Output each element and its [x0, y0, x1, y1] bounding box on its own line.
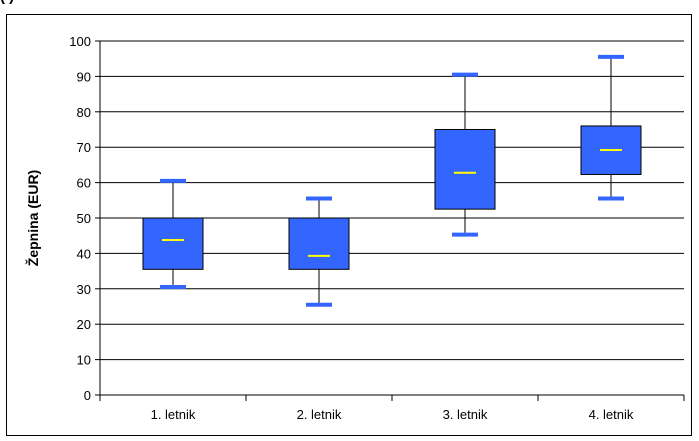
- y-tick-label: 80: [77, 105, 91, 120]
- iqr-box: [434, 129, 496, 210]
- axes: 0 10 20 30 40 50 60 70 80 90 100 1. letnik 2. letnik…: [69, 34, 685, 422]
- boxes: [142, 54, 642, 307]
- y-tick-label: 100: [69, 34, 91, 49]
- box-plot-4: [580, 54, 642, 201]
- y-tick-label: 30: [77, 282, 91, 297]
- y-tick-label: 10: [77, 353, 91, 368]
- y-tick-label: 60: [77, 176, 91, 191]
- box-plot-2: [288, 196, 350, 307]
- y-tick-label: 40: [77, 246, 91, 261]
- gridlines: [100, 40, 684, 361]
- box-plot-1: [142, 178, 204, 290]
- cropped-title-fragment: ( ): [0, 0, 14, 8]
- iqr-box: [142, 217, 204, 270]
- x-tick-label: 2. letnik: [297, 407, 342, 422]
- y-tick-label: 20: [77, 317, 91, 332]
- y-axis-title: Žepnina (EUR): [24, 170, 41, 266]
- y-tick-label: 50: [77, 211, 91, 226]
- y-tick-label: 0: [84, 388, 91, 403]
- box-plot-3: [434, 72, 496, 237]
- y-tick-label: 90: [77, 69, 91, 84]
- iqr-box: [288, 217, 350, 270]
- x-tick-label: 3. letnik: [443, 407, 488, 422]
- y-tick-label: 70: [77, 140, 91, 155]
- x-tick-label: 1. letnik: [151, 407, 196, 422]
- x-tick-label: 4. letnik: [589, 407, 634, 422]
